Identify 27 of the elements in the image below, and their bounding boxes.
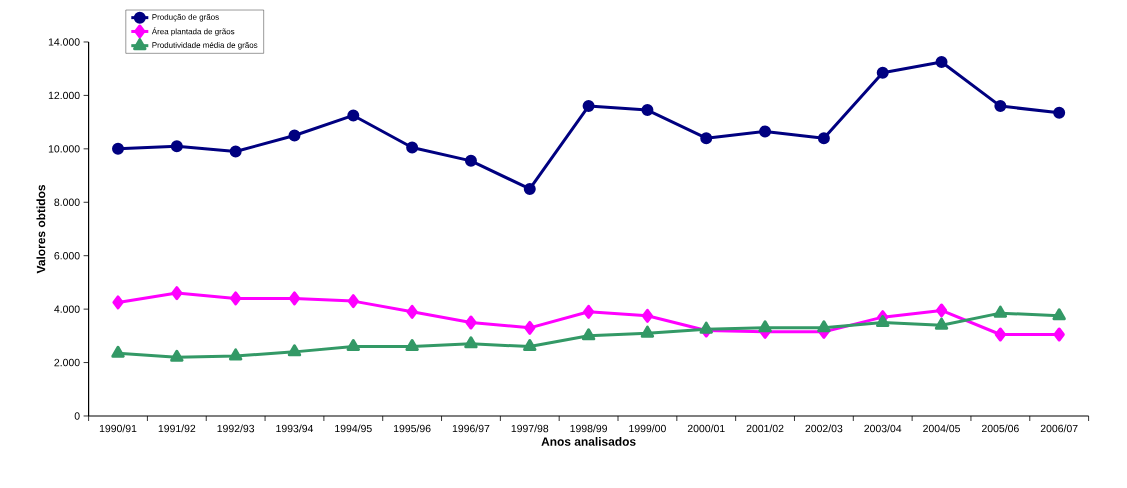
x-tick-label: 2003/04 xyxy=(864,424,902,433)
y-axis-title: Valores obtidos xyxy=(36,184,46,274)
x-tick-label: 2002/03 xyxy=(805,424,843,433)
y-tick-label: 6.000 xyxy=(54,252,80,260)
x-tick-label: 2001/02 xyxy=(746,424,784,433)
x-tick-label: 1993/94 xyxy=(276,424,314,433)
x-tick-label: 1990/91 xyxy=(99,424,137,433)
x-tick-label: 2004/05 xyxy=(923,424,960,433)
x-tick-label: 1996/97 xyxy=(452,424,490,433)
y-tick-label: 0 xyxy=(74,412,80,420)
x-tick-label: 2006/07 xyxy=(1040,424,1078,433)
x-tick-label: 1992/93 xyxy=(217,424,255,433)
y-tick-label: 8.000 xyxy=(54,198,80,206)
x-tick-label: 1991/92 xyxy=(158,424,196,433)
x-tick-label: 1999/00 xyxy=(629,424,666,433)
x-tick-label: 1998/99 xyxy=(570,424,607,433)
y-tick-label: 12.000 xyxy=(48,91,80,100)
x-axis-title: Anos analisados xyxy=(541,437,636,446)
y-tick-label: 14.000 xyxy=(48,38,80,46)
y-tick-label: 10.000 xyxy=(48,145,80,153)
x-tick-label: 1994/95 xyxy=(335,424,372,433)
x-tick-label: 1995/96 xyxy=(394,424,431,433)
y-tick-label: 2.000 xyxy=(54,358,80,367)
x-tick-label: 2005/06 xyxy=(981,424,1019,433)
x-tick-label: 1997/98 xyxy=(511,424,549,433)
y-tick-label: 4.000 xyxy=(54,305,80,313)
x-tick-label: 2000/01 xyxy=(687,424,725,433)
